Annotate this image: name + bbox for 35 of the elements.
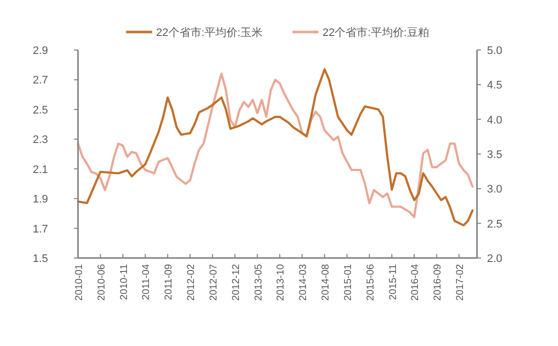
x-tick-label: 2010-06 xyxy=(96,264,108,301)
x-tick-label: 2015-01 xyxy=(342,264,354,301)
y2-tick-label: 5.0 xyxy=(487,45,502,57)
x-tick-label: 2012-07 xyxy=(208,264,220,301)
y2-tick-label: 3.0 xyxy=(487,184,502,196)
legend-label: 22个省市:平均价:豆粕 xyxy=(322,26,429,39)
y2-tick-label: 4.5 xyxy=(487,80,502,92)
x-tick-label: 2013-10 xyxy=(276,264,287,301)
x-tick-label: 2011-04 xyxy=(141,264,152,300)
y-tick-label: 1.9 xyxy=(32,194,48,206)
y-tick-label: 1.7 xyxy=(32,223,48,236)
y-tick-label: 2.9 xyxy=(32,45,48,57)
x-tick-label: 2014-08 xyxy=(320,264,332,301)
x-tick-label: 2015-11 xyxy=(388,264,399,300)
y2-tick-label: 2.0 xyxy=(487,253,502,265)
x-tick-label: 2012-02 xyxy=(186,264,198,301)
y-tick-label: 2.1 xyxy=(32,164,48,176)
y-tick-label: 2.7 xyxy=(32,74,48,87)
x-tick-label: 2017-02 xyxy=(455,264,466,301)
legend-label: 22个省市:平均价:玉米 xyxy=(156,26,262,39)
x-tick-label: 2012-12 xyxy=(230,264,242,301)
y2-tick-label: 2.5 xyxy=(487,218,502,230)
x-tick-label: 2010-01 xyxy=(74,264,85,301)
y-tick-label: 2.5 xyxy=(32,104,48,116)
x-tick-label: 2011-09 xyxy=(164,264,175,300)
x-tick-label: 2010-11 xyxy=(118,264,130,300)
x-tick-label: 2014-03 xyxy=(298,264,310,301)
x-tick-label: 2016-04 xyxy=(410,264,422,301)
x-tick-label: 2016-09 xyxy=(432,264,444,301)
x-tick-label: 2015-06 xyxy=(365,264,376,301)
y2-tick-label: 3.5 xyxy=(487,149,502,161)
y-tick-label: 2.3 xyxy=(32,134,48,146)
y-tick-label: 1.5 xyxy=(32,253,48,265)
x-tick-label: 2013-05 xyxy=(253,264,264,301)
y2-tick-label: 4.0 xyxy=(487,114,502,126)
